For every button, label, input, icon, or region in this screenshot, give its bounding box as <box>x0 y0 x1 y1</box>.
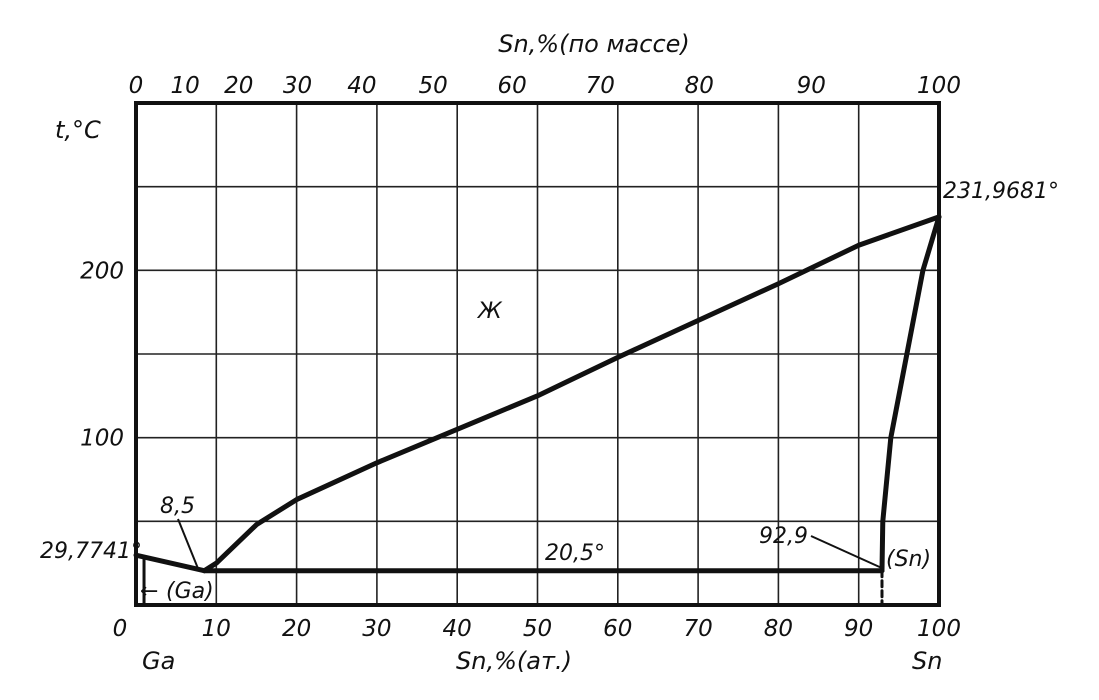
curve-solidus-sn <box>879 214 942 574</box>
eutectic-temp-label: 20,5° <box>545 541 605 566</box>
y-axis-label: t,°C <box>55 116 101 144</box>
x-tick-top: 10 <box>171 73 200 99</box>
curve-liquidus-sn-side <box>201 214 942 574</box>
ga-arrow: ← <box>140 579 158 604</box>
x-tick-bottom: 10 <box>202 616 231 642</box>
y-tick: 100 <box>80 426 124 452</box>
x-tick-top: 60 <box>497 73 526 99</box>
x-tick-bottom: 80 <box>764 616 793 642</box>
element-ga-label: Ga <box>142 647 175 675</box>
x-tick-bottom: 60 <box>603 616 632 642</box>
x-tick-top: 30 <box>283 73 312 99</box>
ga-melting-point-label: 29,7741° <box>40 539 142 564</box>
x-tick-top: 80 <box>685 73 714 99</box>
top-axis-label: Sn,%(по массе) <box>498 30 690 58</box>
x-tick-top: 100 <box>917 73 961 99</box>
x-tick-top: 20 <box>224 73 253 99</box>
sn-melting-point-label: 231,9681° <box>943 179 1059 204</box>
x-tick-top: 40 <box>347 73 376 99</box>
phase-ga-label: (Ga) <box>166 579 214 604</box>
phase-sn-label: (Sn) <box>886 547 931 572</box>
x-tick-bottom: 40 <box>443 616 472 642</box>
x-tick-bottom: 50 <box>523 616 552 642</box>
x-tick-bottom: 20 <box>282 616 311 642</box>
x-tick-bottom: 100 <box>917 616 961 642</box>
liquid-region-label: Ж <box>476 299 503 324</box>
curves <box>133 214 942 607</box>
grid <box>136 103 939 605</box>
element-sn-label: Sn <box>912 647 942 675</box>
plot-frame <box>134 101 941 607</box>
eutectic-comp-label: 8,5 <box>160 494 195 519</box>
x-tick-top: 0 <box>129 73 144 99</box>
x-tick-bottom: 0 <box>113 616 128 642</box>
x-tick-bottom: 30 <box>362 616 391 642</box>
x-tick-top: 90 <box>797 73 826 99</box>
sn-solubility-label: 92,9 <box>759 524 808 549</box>
x-tick-top: 70 <box>586 73 615 99</box>
bottom-axis-label: Sn,%(ат.) <box>456 647 572 675</box>
annotation-leaders <box>177 518 885 572</box>
x-tick-bottom: 70 <box>683 616 712 642</box>
leader-eutectic-comp <box>177 518 200 572</box>
leader-sn-solubility <box>810 535 885 570</box>
x-tick-bottom: 90 <box>844 616 873 642</box>
x-tick-top: 50 <box>418 73 447 99</box>
y-tick: 200 <box>80 258 124 284</box>
curve-liquidus-ga-side <box>133 552 207 574</box>
tick-labels: 0 10 20 30 40 50 60 70 80 90 100 0 10 20 30 40 50 60 70 80 9… <box>80 73 961 642</box>
